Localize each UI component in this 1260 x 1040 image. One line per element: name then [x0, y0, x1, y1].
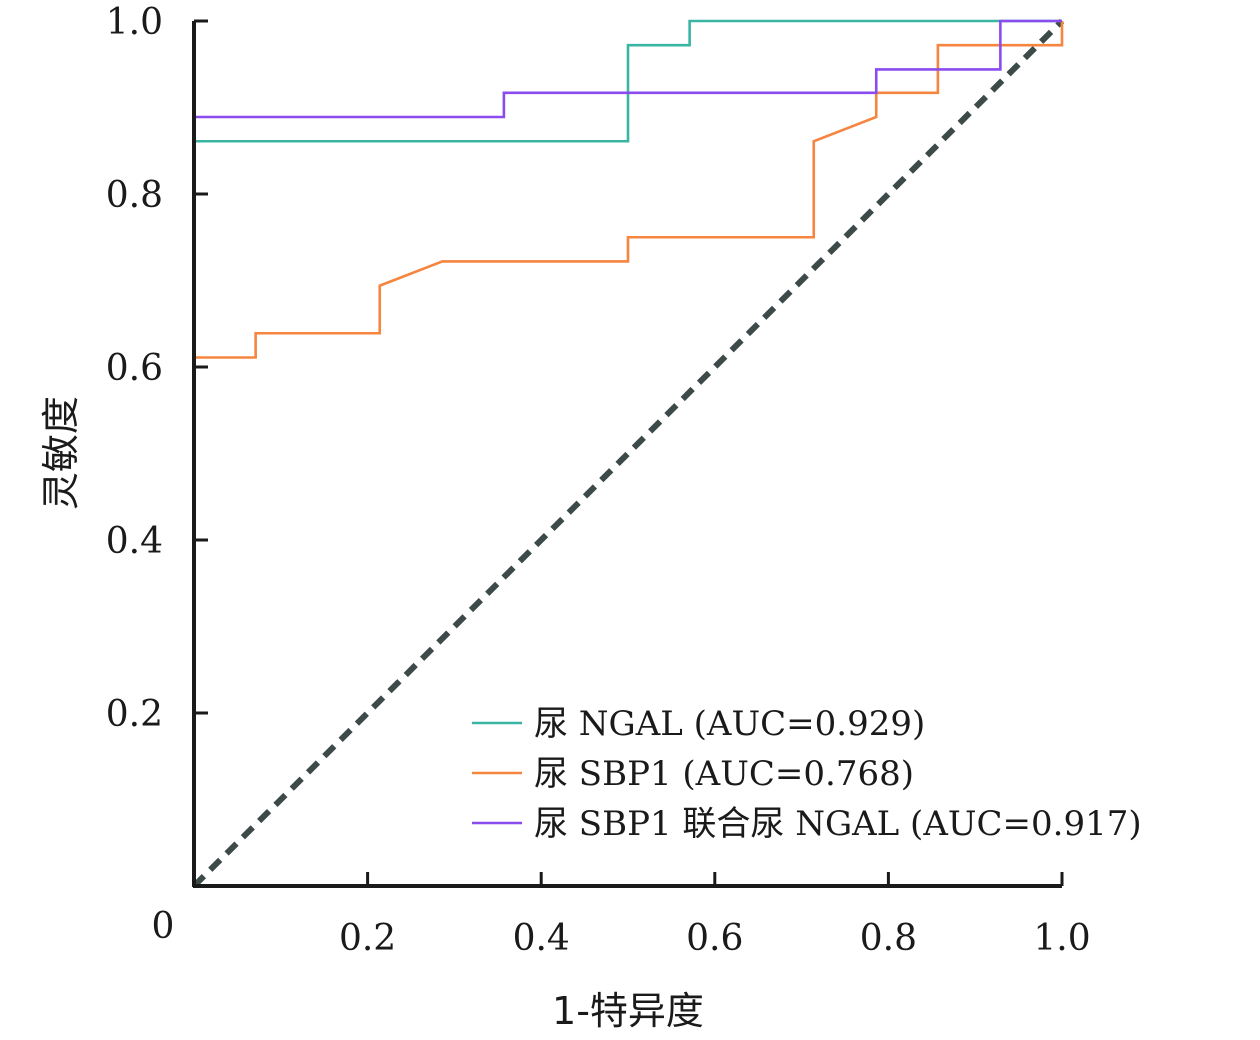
y-tick-label: 0.2: [106, 694, 163, 735]
y-axis-title: 灵敏度: [39, 396, 83, 510]
y-tick-label: 0.4: [106, 521, 163, 562]
legend-label-3: 尿 SBP1 联合尿 NGAL (AUC=0.917): [534, 804, 1142, 844]
reference-diagonal-line: [191, 18, 1065, 889]
series-line-1: [194, 19, 1062, 143]
legend-label-2: 尿 SBP1 (AUC=0.768): [534, 754, 914, 794]
series-layer: [194, 19, 1064, 359]
x-tick-label: 0.8: [860, 918, 917, 959]
reference-layer: [191, 18, 1065, 889]
y-tick-label: 0.8: [106, 175, 163, 216]
y-tick-label: 1.0: [106, 2, 163, 43]
legend-label-1: 尿 NGAL (AUC=0.929): [534, 704, 925, 744]
ticks-layer: 0.2 0.4 0.6 0.8 1.0 0.2 0.4 0.6 0.8 1.0: [106, 2, 1091, 959]
origin-label: 0: [152, 906, 175, 947]
x-tick-label: 0.6: [686, 918, 743, 959]
series-line-3: [194, 19, 1062, 119]
axes-layer: [192, 21, 1062, 888]
x-tick-label: 1.0: [1033, 918, 1090, 959]
y-tick-label: 0.6: [106, 348, 163, 389]
x-tick-label: 0.4: [513, 918, 570, 959]
legend: 尿 NGAL (AUC=0.929) 尿 SBP1 (AUC=0.768) 尿 SB…: [472, 704, 1142, 844]
x-axis-title: 1-特异度: [552, 989, 704, 1033]
x-tick-label: 0.2: [339, 918, 396, 959]
